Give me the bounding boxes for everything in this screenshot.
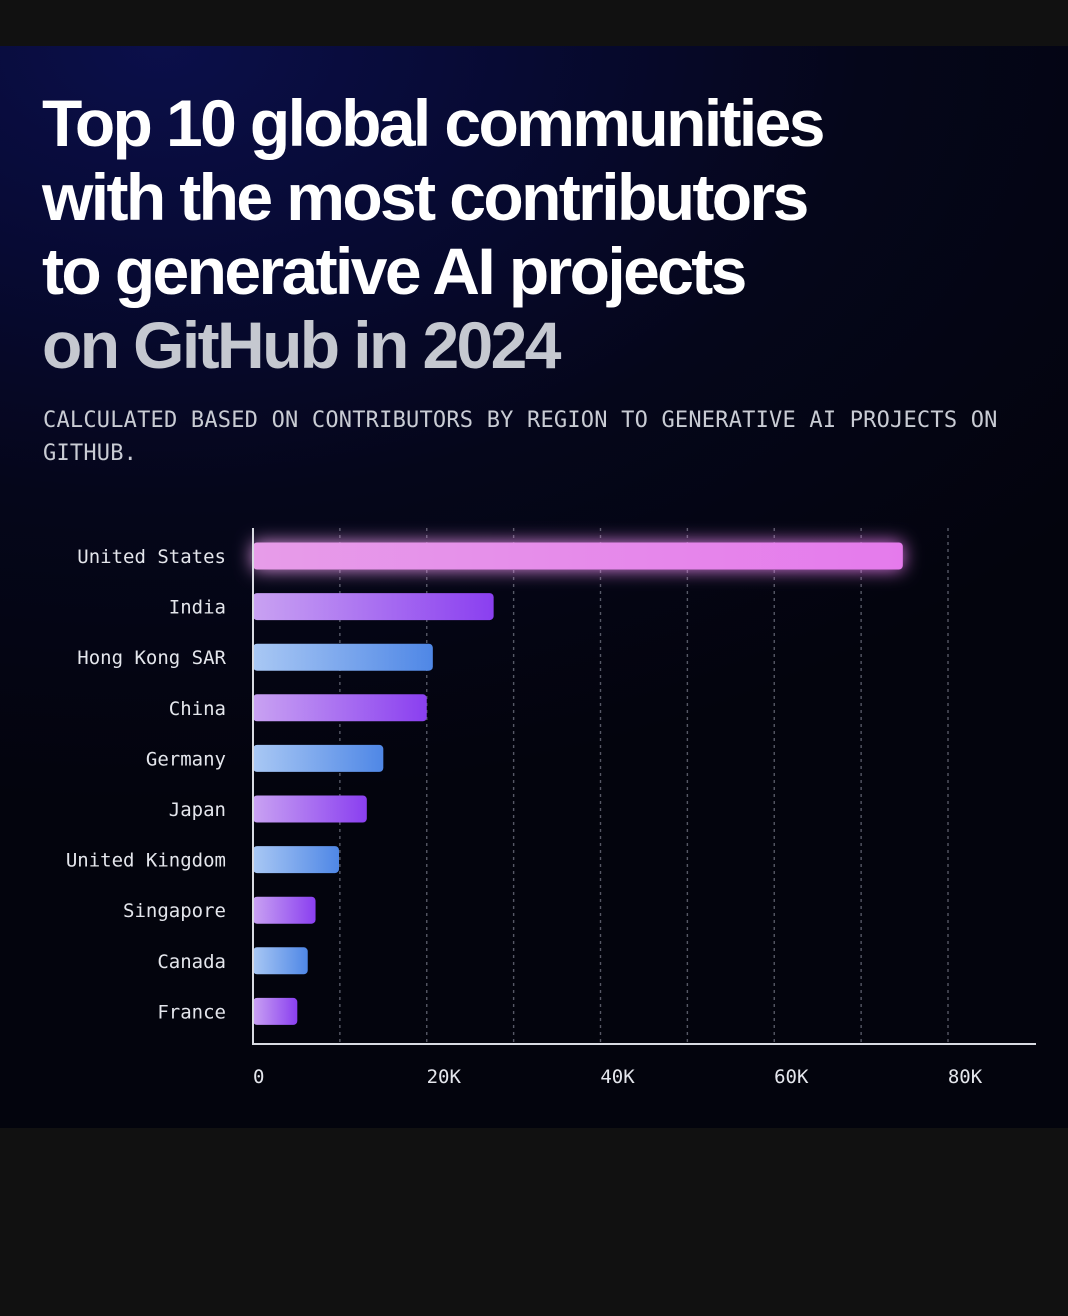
bar-china: [253, 694, 427, 722]
category-label: Hong Kong SAR: [77, 647, 226, 669]
bar-chart: United States India Hong Kong SAR China Germ…: [66, 528, 1036, 1088]
bar-canada: [253, 947, 308, 975]
x-tick-labels: 0 20K 40K 60K 80K: [253, 1066, 983, 1088]
bars: [253, 542, 903, 1025]
infographic-card: Top 10 global communities with the most …: [0, 46, 1068, 1128]
chart-title: Top 10 global communities with the most …: [42, 86, 1022, 382]
category-label: France: [157, 1001, 226, 1023]
x-tick-label: 20K: [427, 1066, 462, 1088]
title-line-2: with the most contributors: [42, 160, 809, 234]
category-label: Singapore: [123, 900, 226, 922]
x-tick-label: 60K: [774, 1066, 809, 1088]
category-label: United States: [77, 546, 226, 568]
bar-japan: [253, 795, 367, 823]
axes: [252, 528, 1036, 1045]
x-tick-label: 40K: [600, 1066, 635, 1088]
bar-france: [253, 997, 298, 1025]
bar-hong-kong-sar: [253, 643, 433, 671]
x-tick-label: 0: [253, 1066, 264, 1088]
title-line-4: on GitHub in 2024: [42, 308, 561, 382]
category-label: Germany: [146, 748, 226, 770]
bar-singapore: [253, 896, 316, 924]
bar-india: [253, 593, 494, 621]
chart-subtitle: CALCULATED BASED ON CONTRIBUTORS BY REGI…: [43, 408, 998, 466]
category-label: Canada: [157, 951, 226, 973]
bar-united-kingdom: [253, 846, 340, 874]
category-label: India: [169, 597, 226, 619]
title-line-1: Top 10 global communities: [42, 86, 825, 160]
category-label: Japan: [169, 799, 226, 821]
x-tick-label: 80K: [948, 1066, 983, 1088]
bar-united-states: [253, 542, 903, 570]
category-label: China: [169, 698, 226, 720]
bar-germany: [253, 744, 384, 772]
category-label: United Kingdom: [66, 850, 226, 872]
title-line-3: to generative AI projects: [42, 234, 747, 308]
category-labels: United States India Hong Kong SAR China Germ…: [66, 546, 227, 1023]
